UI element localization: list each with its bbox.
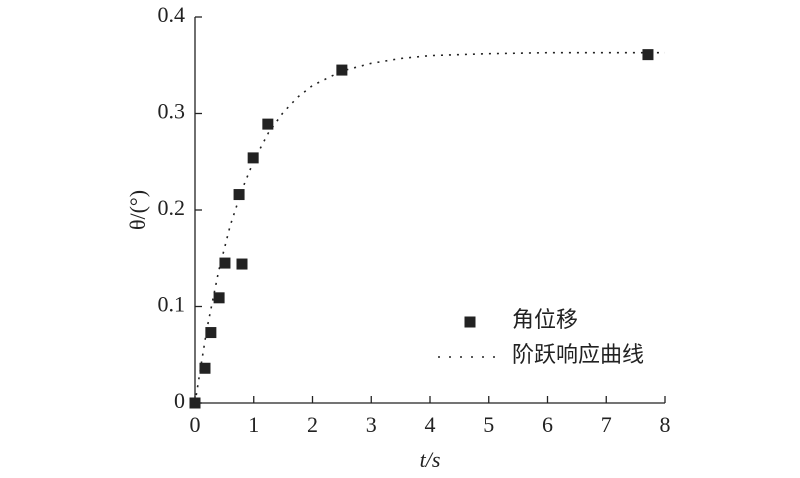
data-point [205, 327, 217, 339]
data-point [262, 118, 274, 130]
x-tick-label: 5 [483, 412, 494, 437]
x-tick-label: 6 [542, 412, 553, 437]
data-point [213, 292, 225, 304]
x-tick-label: 1 [248, 412, 259, 437]
data-point [247, 152, 259, 164]
data-point [199, 362, 211, 374]
x-axis-label: t/s [420, 447, 441, 472]
x-tick-label: 8 [660, 412, 671, 437]
fit-curve [194, 51, 665, 404]
y-tick-label: 0.3 [158, 99, 186, 124]
y-tick-label: 0.4 [158, 2, 186, 27]
data-point [336, 64, 348, 76]
data-point [233, 189, 245, 201]
y-tick-label: 0 [174, 388, 185, 413]
legend-marker [464, 316, 476, 328]
y-tick-label: 0.1 [158, 292, 186, 317]
y-tick-label: 0.2 [158, 195, 186, 220]
data-point [642, 49, 654, 61]
data-point [236, 258, 248, 270]
x-tick-label: 3 [366, 412, 377, 437]
y-axis-label: θ/(°) [125, 190, 150, 230]
x-tick-label: 7 [601, 412, 612, 437]
legend-label: 角位移 [512, 307, 578, 332]
x-tick-label: 2 [307, 412, 318, 437]
data-point [219, 257, 231, 269]
legend-label: 阶跃响应曲线 [512, 342, 644, 367]
x-tick-label: 4 [425, 412, 436, 437]
x-tick-label: 0 [190, 412, 201, 437]
